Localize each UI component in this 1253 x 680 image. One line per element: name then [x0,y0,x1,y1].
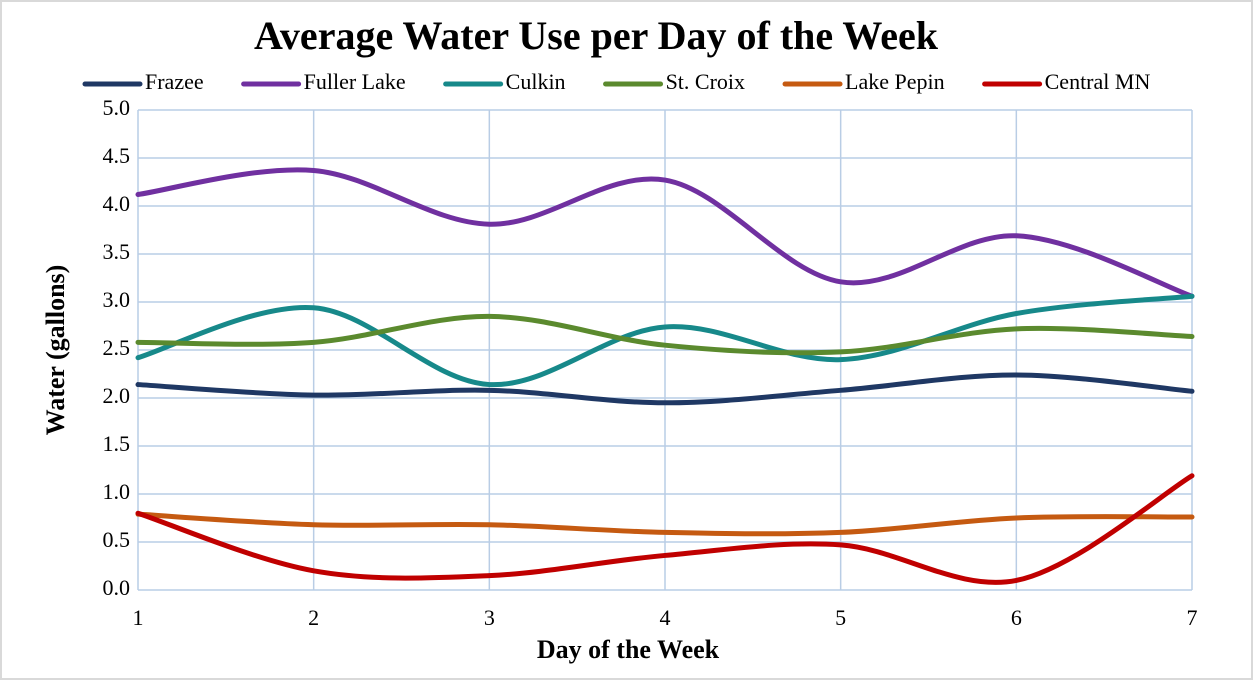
x-tick-label: 2 [308,605,319,630]
chart-title: Average Water Use per Day of the Week [254,13,939,58]
x-tick-label: 4 [660,605,671,630]
series-line [135,313,1195,356]
legend-label: St. Croix [666,69,745,94]
series-line [135,167,1195,299]
legend-label: Central MN [1045,69,1151,94]
legend-label: Fuller Lake [304,69,406,94]
y-tick-label: 1.0 [103,479,131,504]
x-axis-title: Day of the Week [537,635,720,664]
y-tick-label: 3.0 [103,287,131,312]
y-tick-label: 0.5 [103,527,131,552]
y-tick-label: 4.0 [103,191,131,216]
series-line [135,511,1195,537]
x-tick-label: 6 [1011,605,1022,630]
legend-label: Lake Pepin [845,69,945,94]
legend-label: Culkin [506,69,566,94]
y-tick-label: 2.5 [103,335,131,360]
y-tick-label: 4.5 [103,143,131,168]
series-line [135,293,1195,388]
y-tick-label: 5.0 [103,95,131,120]
x-tick-label: 3 [484,605,495,630]
y-tick-label: 0.0 [103,575,131,600]
series-line [135,473,1195,585]
x-tick-label: 1 [133,605,144,630]
legend-label: Frazee [145,69,204,94]
x-tick-label: 7 [1187,605,1198,630]
y-tick-label: 2.0 [103,383,131,408]
y-axis-title: Water (gallons) [41,265,70,436]
y-tick-label: 1.5 [103,431,131,456]
y-tick-label: 3.5 [103,239,131,264]
series-line [135,372,1195,406]
x-tick-label: 5 [835,605,846,630]
